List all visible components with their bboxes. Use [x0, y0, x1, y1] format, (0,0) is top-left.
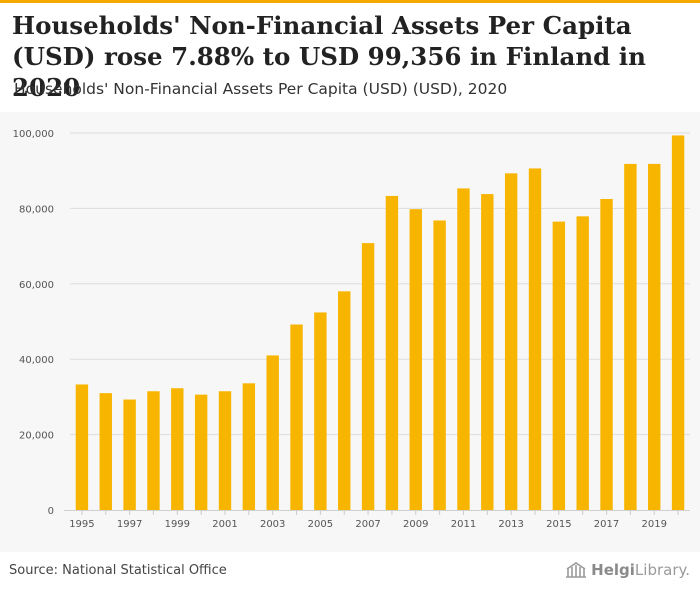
x-tick-label: 2007 — [355, 519, 380, 530]
bar — [528, 168, 542, 511]
y-tick-label: 0 — [48, 506, 54, 517]
y-tick-label: 100,000 — [13, 129, 54, 140]
x-tick-label: 2011 — [451, 519, 476, 530]
bar — [576, 216, 589, 510]
bar — [409, 209, 422, 511]
bar — [361, 243, 375, 511]
x-tick-label: 1995 — [69, 519, 94, 530]
chart-headline: Households' Non-Financial Assets Per Cap… — [12, 11, 646, 102]
library-building-icon — [566, 562, 587, 578]
bar — [314, 312, 327, 510]
x-tick-label: 2003 — [260, 519, 285, 530]
bar — [242, 383, 256, 510]
logo-brand-bold: Helgi — [591, 561, 635, 579]
bar — [457, 188, 470, 510]
x-tick-label: 2013 — [498, 519, 523, 530]
bar — [338, 291, 351, 510]
x-tick-label: 1999 — [165, 519, 190, 530]
y-tick-label: 80,000 — [19, 204, 54, 215]
bar — [624, 163, 637, 510]
bar — [552, 221, 566, 510]
x-tick-label: 2005 — [308, 519, 333, 530]
helgi-library-logo[interactable]: HelgiLibrary. — [565, 561, 690, 579]
bar — [290, 324, 303, 510]
bar — [194, 394, 208, 510]
bar — [481, 194, 494, 510]
x-tick-label: 2015 — [546, 519, 571, 530]
x-tick-label: 1997 — [117, 519, 142, 530]
bar — [504, 173, 518, 511]
bar — [433, 220, 446, 511]
y-tick-label: 20,000 — [19, 431, 54, 442]
source-note: Source: National Statistical Office — [9, 563, 227, 578]
y-tick-label: 60,000 — [19, 280, 54, 291]
bar — [600, 198, 613, 510]
bar — [147, 391, 160, 510]
x-tick-label: 2009 — [403, 519, 428, 530]
bar — [385, 195, 399, 511]
bar — [75, 384, 89, 510]
x-tick-label: 2017 — [594, 519, 619, 530]
bar — [171, 388, 184, 510]
chart-subtitle: Households' Non-Financial Assets Per Cap… — [14, 80, 508, 98]
top-accent-rule — [0, 0, 700, 3]
bar — [671, 135, 685, 510]
bar — [266, 355, 279, 510]
y-tick-label: 40,000 — [19, 355, 54, 366]
x-tick-label: 2019 — [642, 519, 667, 530]
bar — [648, 163, 661, 510]
bar — [123, 399, 136, 510]
bar — [218, 391, 232, 510]
x-tick-label: 2001 — [212, 519, 237, 530]
bar — [99, 393, 112, 510]
logo-brand-rest: Library. — [634, 561, 690, 579]
